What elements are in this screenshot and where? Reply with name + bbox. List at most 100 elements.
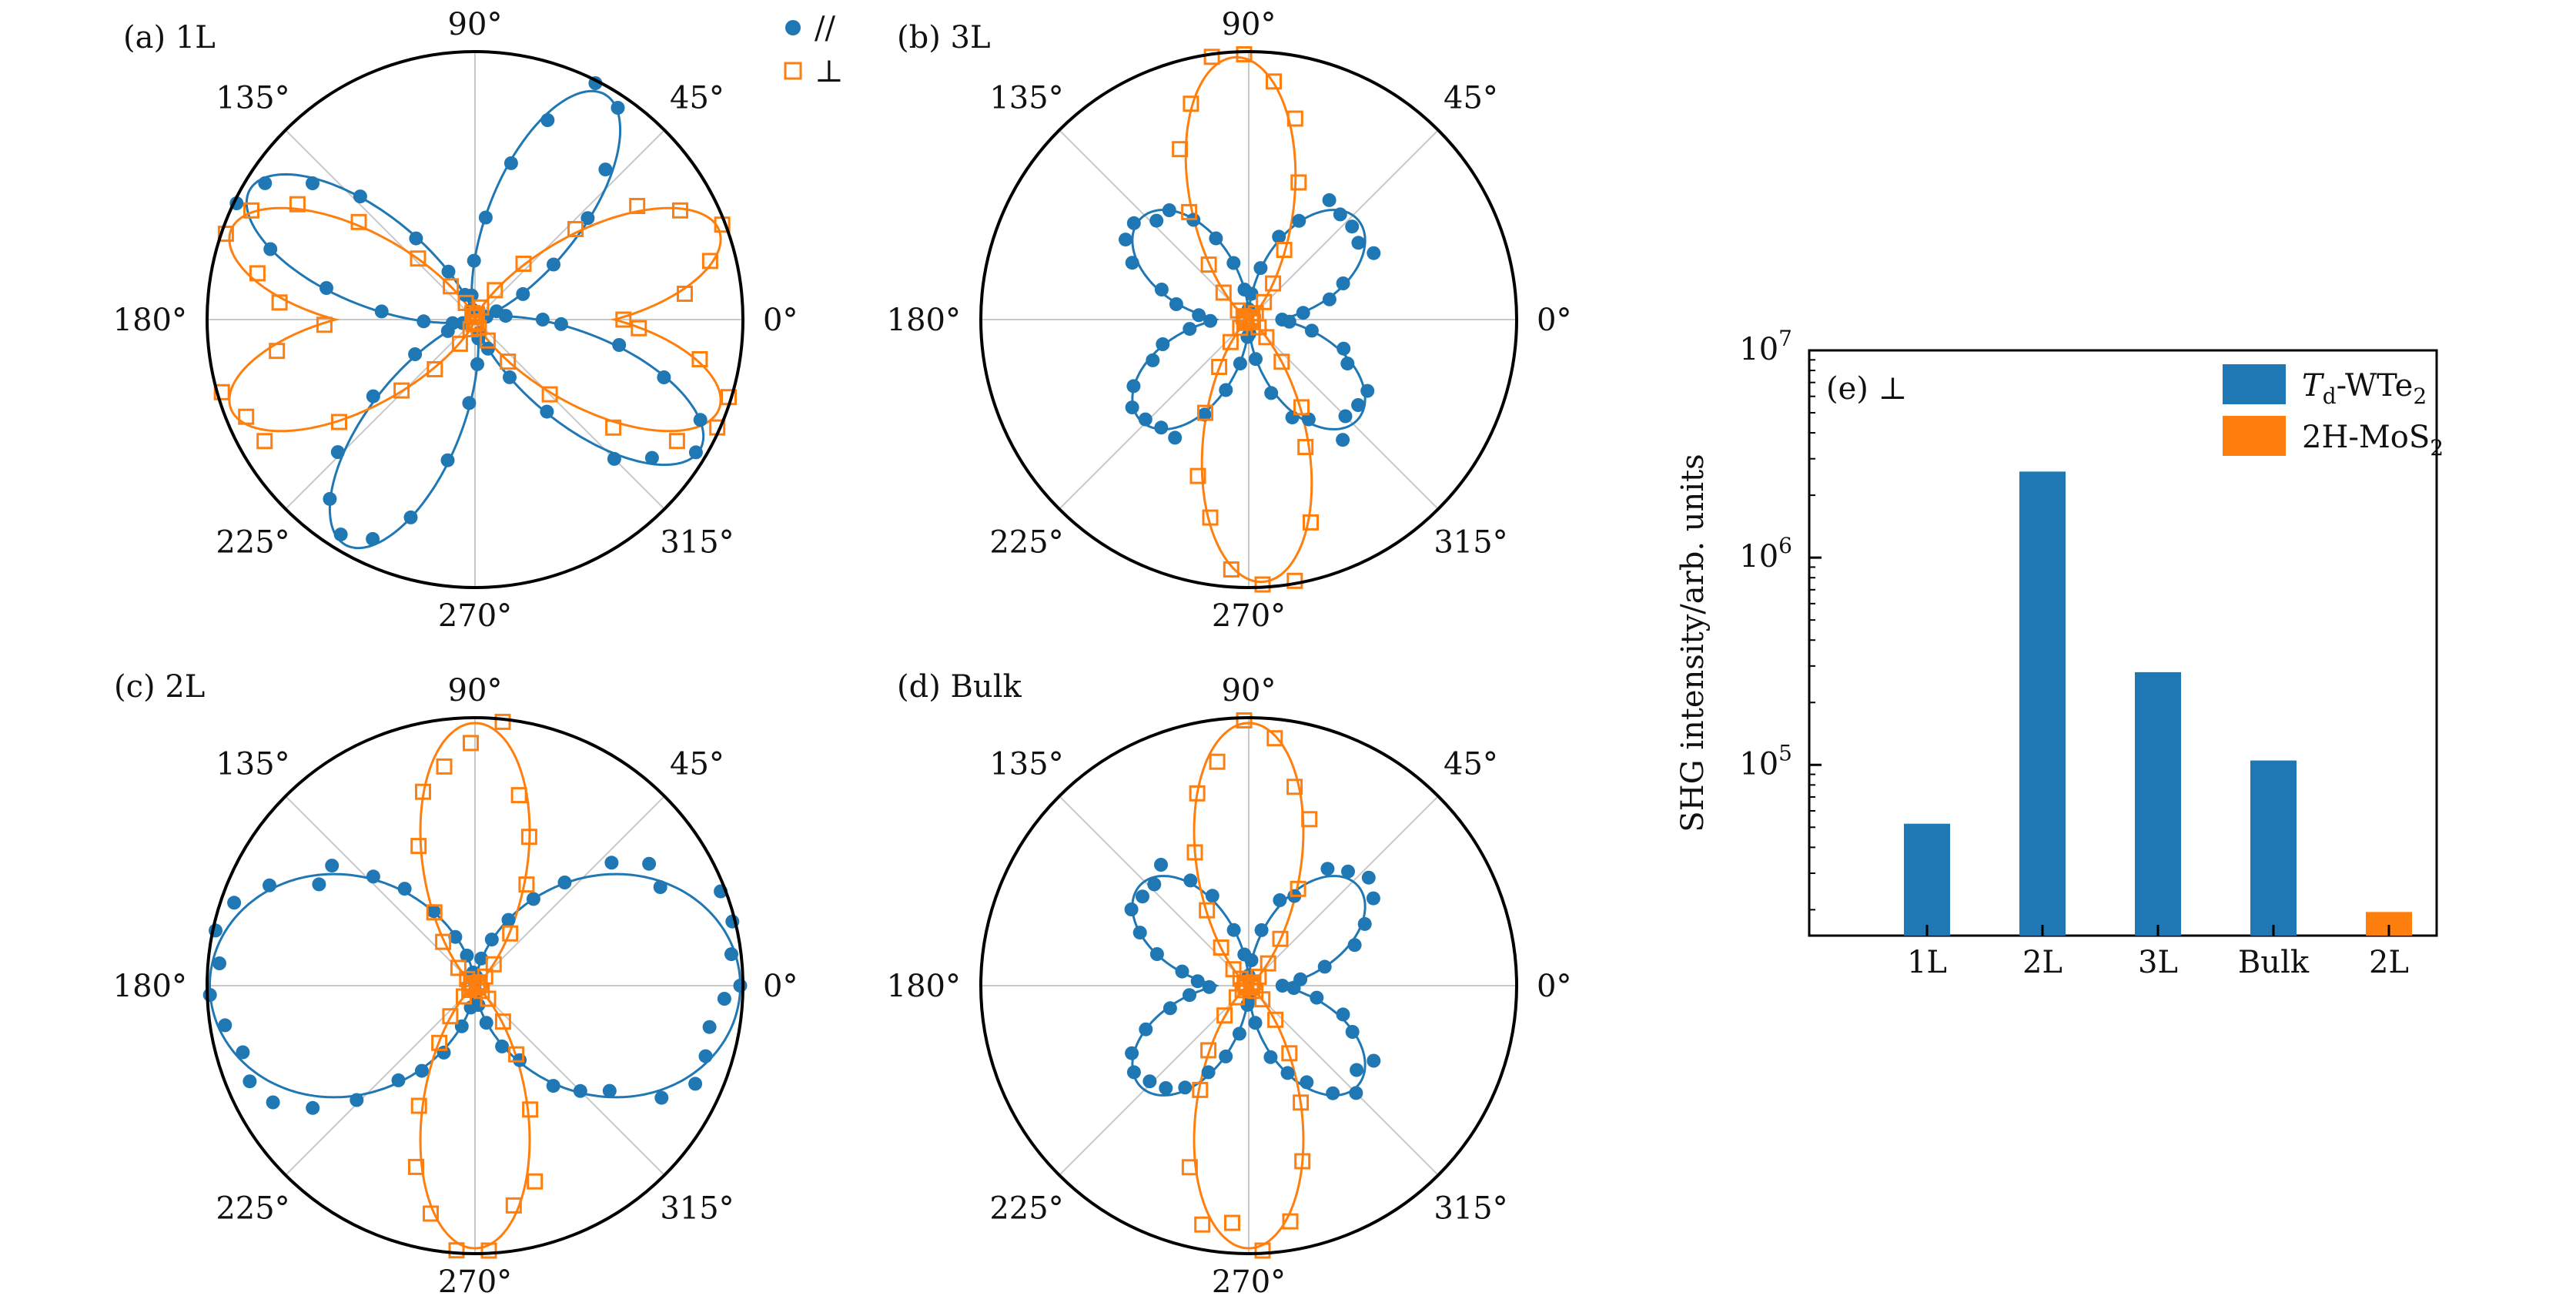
data-point-perpendicular <box>1282 1213 1299 1230</box>
data-point-parallel <box>1357 916 1372 931</box>
data-point-parallel <box>440 453 455 467</box>
data-point-perpendicular <box>1243 311 1260 328</box>
data-point-perpendicular <box>1189 467 1206 484</box>
data-point-parallel <box>1310 990 1324 1005</box>
data-point-perpendicular <box>1243 977 1260 994</box>
data-point-parallel <box>1292 213 1306 228</box>
data-point-parallel <box>1202 980 1216 994</box>
angle-label-90: 90° <box>1222 673 1276 708</box>
data-point-perpendicular <box>1293 399 1310 416</box>
data-point-perpendicular <box>1272 930 1289 947</box>
angle-label-135: 135° <box>989 81 1063 116</box>
data-point-perpendicular <box>1192 1081 1209 1098</box>
data-point-parallel <box>1226 256 1241 270</box>
panel-b-3l: 0° 45° 90° 135° 180° 225° 270° 315° (b) … <box>887 7 1572 634</box>
angle-label-270: 270° <box>1212 1264 1286 1296</box>
bar-bulk <box>2250 760 2297 936</box>
data-point-parallel <box>1333 207 1347 222</box>
data-point-perpendicular <box>415 783 431 800</box>
data-point-parallel <box>1205 889 1219 903</box>
data-point-perpendicular <box>316 316 333 333</box>
data-point-parallel <box>263 242 278 256</box>
data-point-parallel <box>1351 236 1366 250</box>
data-point-perpendicular <box>1245 313 1261 330</box>
angle-label-0: 0° <box>1537 303 1571 338</box>
y-axis-label: SHG intensity/arb. units <box>1675 454 1711 832</box>
data-point-parallel <box>1149 947 1164 961</box>
data-point-parallel <box>1360 383 1375 398</box>
data-point-perpendicular <box>435 933 452 950</box>
data-point-perpendicular <box>463 735 479 752</box>
data-point-parallel <box>1219 383 1233 397</box>
data-point-parallel <box>1219 1049 1233 1063</box>
data-point-perpendicular <box>1236 712 1253 728</box>
data-point-perpendicular <box>1194 1216 1211 1233</box>
data-point-perpendicular <box>701 253 718 270</box>
data-point-parallel <box>1162 203 1176 217</box>
data-point-parallel <box>1197 407 1212 422</box>
data-point-perpendicular <box>1236 46 1253 62</box>
data-point-parallel <box>258 176 273 190</box>
data-point-parallel <box>1154 283 1169 296</box>
data-point-perpendicular <box>1266 730 1283 747</box>
data-point-perpendicular <box>1189 785 1206 802</box>
panel-label-b: (b) 3L <box>897 20 991 55</box>
data-point-perpendicular <box>508 1046 525 1063</box>
data-point-perpendicular <box>502 925 519 942</box>
data-point-parallel <box>1126 1065 1141 1080</box>
data-point-parallel <box>333 527 348 542</box>
data-point-perpendicular <box>243 202 259 219</box>
data-point-parallel <box>202 988 217 1002</box>
polar-frame-c <box>206 716 744 1255</box>
data-point-parallel <box>330 445 345 460</box>
data-point-parallel <box>1146 353 1160 367</box>
data-point-parallel <box>516 286 530 301</box>
data-point-perpendicular <box>629 198 646 214</box>
legend-mos2-label: 2H-MoS2 <box>2302 420 2444 460</box>
data-point-parallel <box>323 491 337 506</box>
legend-perpendicular-label: ⊥ <box>815 54 844 89</box>
data-point-perpendicular <box>470 977 486 994</box>
data-point-perpendicular <box>431 1034 448 1051</box>
data-point-parallel <box>1163 1001 1177 1016</box>
legend-perpendicular-marker <box>784 62 802 80</box>
angle-label-315: 315° <box>1434 524 1507 560</box>
data-point-perpendicular <box>1290 174 1307 191</box>
data-point-perpendicular <box>1247 983 1264 1000</box>
data-point-perpendicular <box>238 408 255 425</box>
data-point-perpendicular <box>494 713 511 730</box>
fit-curve-perpendicular <box>228 206 722 433</box>
data-point-parallel <box>218 1018 233 1033</box>
data-point-parallel <box>573 1083 587 1098</box>
data-point-parallel <box>353 189 367 204</box>
data-point-parallel <box>312 877 326 892</box>
data-point-perpendicular <box>1202 509 1219 526</box>
data-point-perpendicular <box>1200 1042 1217 1059</box>
angle-label-45: 45° <box>670 81 724 116</box>
angle-label-0: 0° <box>1537 969 1571 1004</box>
data-point-parallel <box>1147 877 1162 892</box>
data-point-perpendicular <box>615 311 632 328</box>
angle-label-90: 90° <box>448 673 503 708</box>
panel-e-bar-chart: 105 106 107 1L 2L 3L Bulk 2L (e) ⊥ SHG intensi… <box>1675 326 2444 980</box>
data-point-parallel <box>319 281 333 295</box>
data-point-parallel <box>503 156 518 170</box>
angle-label-225: 225° <box>989 524 1063 560</box>
data-point-parallel <box>1301 412 1316 427</box>
angle-label-90: 90° <box>1222 7 1276 42</box>
data-point-parallel <box>1192 308 1206 323</box>
data-point-perpendicular <box>1254 576 1271 593</box>
data-point-perpendicular <box>1290 880 1306 897</box>
data-point-parallel <box>366 389 380 404</box>
data-point-parallel <box>644 450 659 465</box>
data-point-parallel <box>1273 893 1287 907</box>
panel-label-c: (c) 2L <box>114 669 205 705</box>
data-point-perpendicular <box>479 332 496 349</box>
data-point-parallel <box>1337 341 1351 356</box>
data-point-perpendicular <box>1200 256 1217 273</box>
data-point-perpendicular <box>567 221 584 237</box>
angle-label-225: 225° <box>216 524 289 560</box>
angle-label-270: 270° <box>438 598 512 634</box>
polar-frame-d <box>979 716 1518 1255</box>
data-point-parallel <box>1367 246 1381 260</box>
